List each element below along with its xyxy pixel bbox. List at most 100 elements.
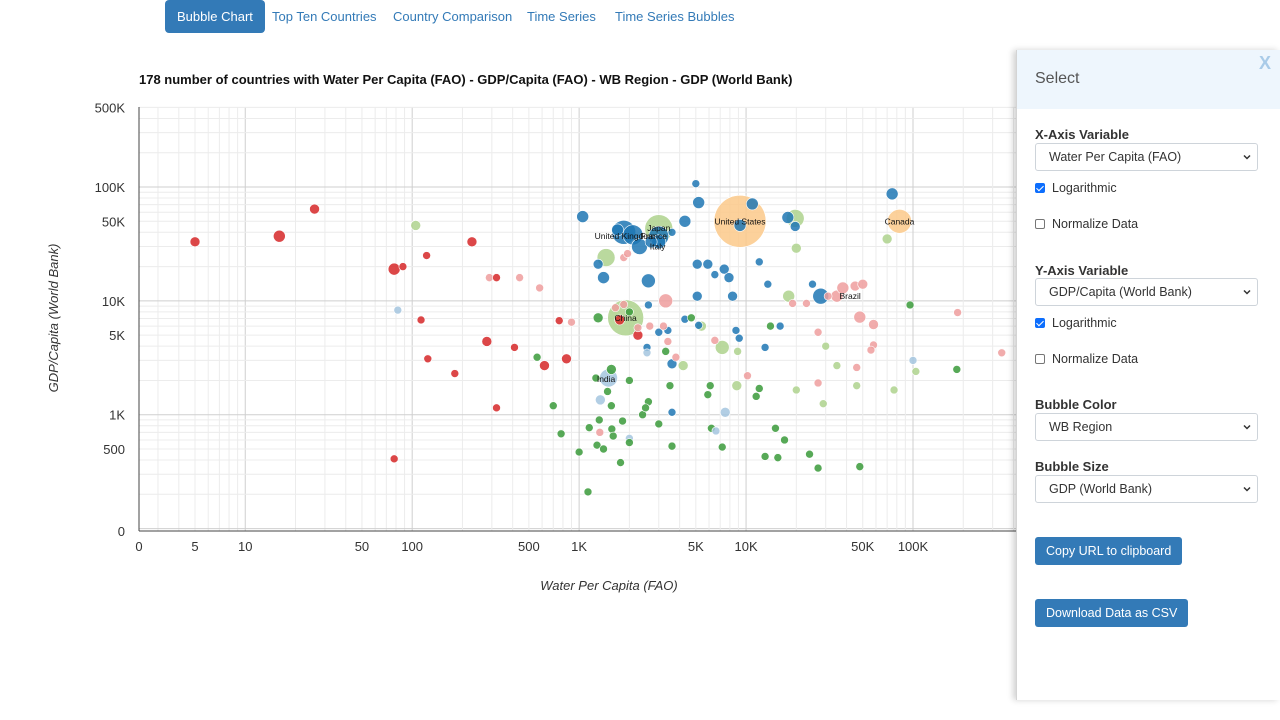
bubble-point[interactable] (751, 392, 761, 401)
bubble-point[interactable] (599, 444, 608, 454)
bubble-color-select[interactable]: WB Region (1035, 413, 1258, 441)
bubble-point[interactable] (659, 321, 668, 331)
bubble-point[interactable] (719, 407, 731, 418)
y-axis-normalize-option[interactable]: Normalize Data (1035, 351, 1138, 367)
tab-time-series[interactable]: Time Series (527, 9, 596, 24)
bubble-point[interactable] (691, 179, 701, 188)
bubble-point[interactable] (711, 426, 721, 436)
bubble-point[interactable] (603, 387, 612, 396)
bubble-point[interactable] (853, 310, 867, 324)
bubble-point[interactable] (743, 371, 752, 381)
bubble-point[interactable] (606, 364, 617, 375)
bubble-point[interactable] (731, 380, 743, 391)
bubble-point[interactable] (671, 352, 681, 362)
tab-time-series-bubbles[interactable]: Time Series Bubbles (615, 9, 735, 24)
bubble-point[interactable] (760, 452, 770, 461)
bubble-point[interactable] (857, 278, 869, 290)
tab-top-ten-countries[interactable]: Top Ten Countries (272, 9, 377, 24)
tab-country-comparison[interactable]: Country Comparison (393, 9, 513, 24)
bubble-point[interactable] (791, 242, 802, 254)
bubble-point[interactable] (714, 340, 730, 355)
bubble-point[interactable] (607, 424, 617, 434)
bubble-point[interactable] (717, 442, 727, 452)
bubble-point[interactable] (908, 356, 918, 365)
bubble-point[interactable] (667, 441, 677, 451)
bubble-point[interactable] (821, 341, 831, 351)
bubble-point[interactable] (616, 458, 625, 467)
bubble-point[interactable] (792, 385, 801, 395)
bubble-point[interactable] (789, 221, 801, 232)
bubble-point[interactable] (687, 313, 696, 323)
bubble-point[interactable] (273, 229, 286, 243)
bubble-point[interactable] (661, 347, 670, 356)
bubble-point[interactable] (548, 401, 558, 411)
bubble-point[interactable] (389, 454, 399, 464)
bubble-point[interactable] (450, 369, 460, 378)
bubble-point[interactable] (592, 312, 604, 324)
y-axis-variable-select[interactable]: GDP/Capita (World Bank) (1035, 278, 1258, 306)
bubble-point[interactable] (644, 300, 653, 310)
bubble-point[interactable] (416, 315, 426, 325)
bubble-point[interactable] (641, 403, 650, 413)
bubble-point[interactable] (710, 270, 720, 279)
bubble-point[interactable] (583, 487, 593, 497)
bubble-point[interactable] (309, 203, 320, 215)
bubble-point[interactable] (633, 323, 643, 333)
bubble-point[interactable] (623, 249, 632, 258)
bubble-point[interactable] (485, 273, 494, 282)
bubble-point[interactable] (189, 236, 201, 248)
bubble-point[interactable] (667, 408, 677, 417)
bubble-point[interactable] (592, 440, 602, 450)
x-axis-log-checkbox[interactable] (1035, 183, 1045, 193)
bubble-point[interactable] (781, 211, 795, 224)
bubble-point[interactable] (813, 463, 823, 473)
bubble-point[interactable] (766, 321, 775, 331)
bubble-point[interactable] (733, 347, 742, 356)
bubble-point[interactable] (597, 271, 610, 284)
bubble-point[interactable] (911, 367, 921, 376)
bubble-point[interactable] (611, 223, 624, 237)
bubble-point[interactable] (667, 228, 677, 237)
bubble-point[interactable] (561, 353, 572, 365)
bubble-point[interactable] (802, 299, 811, 308)
bubble-point[interactable] (677, 360, 689, 371)
bubble-point[interactable] (691, 290, 703, 302)
bubble-point[interactable] (889, 385, 899, 395)
bubble-point[interactable] (723, 272, 735, 283)
download-csv-button[interactable]: Download Data as CSV (1035, 599, 1189, 627)
bubble-point[interactable] (595, 428, 605, 437)
bubble-point[interactable] (387, 262, 401, 276)
bubble-point[interactable] (567, 317, 576, 327)
bubble-point[interactable] (466, 236, 478, 248)
bubble-point[interactable] (773, 453, 783, 462)
close-icon[interactable]: X (1258, 53, 1271, 73)
bubble-point[interactable] (576, 210, 589, 223)
bubble-point[interactable] (887, 208, 912, 234)
bubble-point[interactable] (393, 305, 403, 315)
bubble-point[interactable] (556, 429, 566, 439)
bubble-point[interactable] (746, 197, 759, 211)
bubble-point[interactable] (554, 316, 564, 325)
bubble-point[interactable] (754, 384, 764, 393)
bubble-point[interactable] (997, 348, 1007, 358)
bubble-point[interactable] (818, 399, 828, 408)
bubble-point[interactable] (625, 376, 634, 385)
tab-bubble-chart[interactable]: Bubble Chart (165, 0, 265, 33)
bubble-point[interactable] (645, 321, 655, 331)
bubble-point[interactable] (885, 187, 899, 201)
bubble-point[interactable] (574, 447, 584, 457)
bubble-point[interactable] (703, 390, 713, 399)
bubble-point[interactable] (625, 438, 634, 447)
bubble-point[interactable] (788, 299, 797, 308)
bubble-point[interactable] (410, 220, 422, 231)
x-axis-normalize-checkbox[interactable] (1035, 219, 1045, 229)
bubble-point[interactable] (692, 196, 705, 209)
bubble-size-select[interactable]: GDP (World Bank) (1035, 475, 1258, 503)
bubble-point[interactable] (775, 321, 785, 331)
bubble-point[interactable] (644, 235, 658, 249)
bubble-point[interactable] (618, 416, 627, 426)
bubble-point[interactable] (855, 462, 865, 471)
bubble-point[interactable] (881, 233, 893, 245)
bubble-point[interactable] (654, 327, 664, 337)
bubble-point[interactable] (611, 303, 620, 313)
